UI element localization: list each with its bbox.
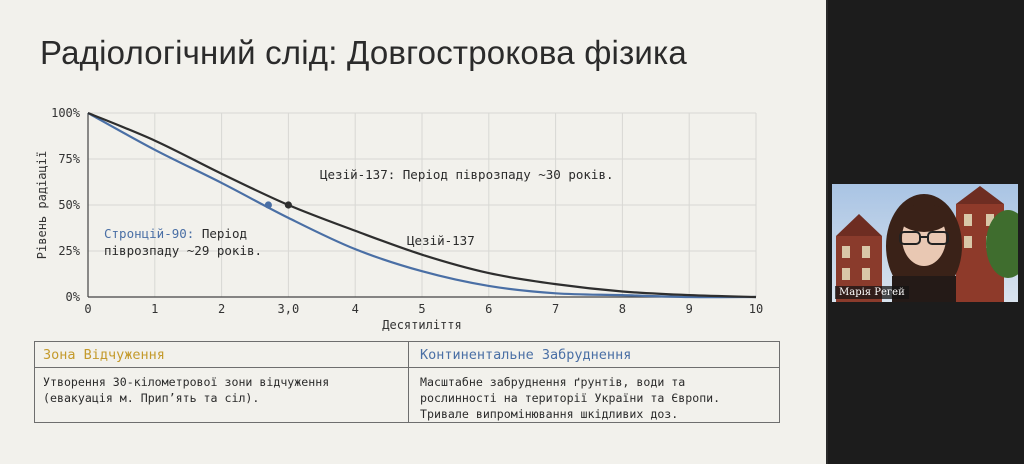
x-tick-label: 2 (218, 302, 225, 316)
table-header-exclusion-zone: Зона Відчуження (43, 347, 165, 363)
y-tick-label: 25% (58, 244, 80, 258)
presentation-slide: Радіологічний слід: Довгострокова фізика… (0, 0, 826, 464)
x-tick-label: 1 (151, 302, 158, 316)
table-cell-exclusion-zone: Утворення 30-кілометрової зони відчуженн… (43, 375, 330, 405)
cesium-halflife-callout: Цезій-137: Період піврозпаду ~30 років. (320, 167, 614, 182)
strontium-text-line-2: піврозпаду ~29 років. (104, 243, 262, 258)
x-tick-label: 3,0 (278, 302, 300, 316)
x-tick-label: 0 (84, 302, 91, 316)
x-axis-label: Десятиліття (382, 318, 461, 332)
cesium-curve-label: Цезій-137 (407, 233, 475, 248)
table-cell-continental-contamination: Масштабне забруднення ґрунтів, води та р… (420, 375, 721, 421)
participant-name: Марія Регей (835, 286, 909, 299)
x-tick-label: 10 (749, 302, 763, 316)
x-tick-label: 6 (485, 302, 492, 316)
decay-chart: 0 1 2 3,0 4 5 6 7 8 9 100%25%50%75%100%Десятиліття… (35, 106, 763, 332)
strontium-halflife-marker (264, 201, 272, 209)
strontium-90-line (87, 112, 757, 299)
participant-video-tile[interactable]: Марія Регей (832, 184, 1018, 302)
strontium-name: Стронцій-90: (104, 226, 194, 241)
x-tick-label: 8 (619, 302, 626, 316)
y-tick-label: 75% (58, 152, 80, 166)
slide-title: Радіологічний слід: Довгострокова фізика (40, 34, 687, 71)
y-tick-label: 50% (58, 198, 80, 212)
table-header-continental-contamination: Континентальне Забруднення (420, 347, 632, 363)
strontium-text-line-1: Період (194, 226, 247, 241)
strontium-halflife-callout: Стронцій-90: Період (104, 226, 247, 241)
cesium-halflife-marker (284, 201, 292, 209)
x-tick-label: 7 (552, 302, 559, 316)
y-axis-label: Рівень радіації (35, 151, 49, 259)
x-tick-label: 9 (686, 302, 693, 316)
cesium-137-line (87, 111, 757, 299)
x-tick-label: 4 (352, 302, 359, 316)
comparison-table: Зона Відчуження Континентальне Забруднен… (34, 341, 780, 423)
y-tick-label: 0% (66, 290, 81, 304)
x-tick-label: 5 (418, 302, 425, 316)
y-tick-label: 100% (51, 106, 81, 120)
participant-video-feed (832, 184, 1018, 302)
